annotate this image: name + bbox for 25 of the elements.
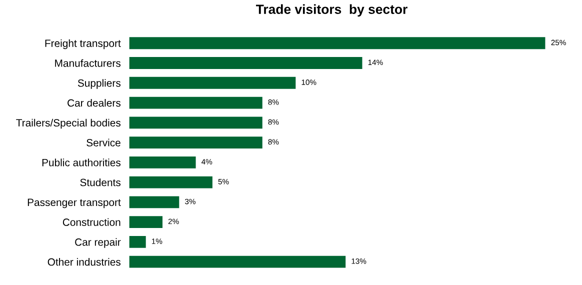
y-tick-label: Construction: [62, 218, 120, 226]
bar: [129, 57, 362, 69]
bar: [129, 37, 546, 50]
y-tick-label: Car repair: [75, 238, 121, 248]
bar: [129, 116, 262, 129]
y-tick-label: Students: [80, 178, 120, 186]
bar: [129, 196, 180, 208]
bar: [129, 236, 146, 248]
y-tick-label: Service: [86, 138, 120, 146]
bar: [129, 96, 262, 109]
y-tick-label: Trailers/Special bodies: [16, 118, 120, 129]
bar: [129, 176, 212, 188]
bar: [129, 256, 346, 268]
y-tick-label: Suppliers: [78, 79, 120, 89]
y-tick-label: Freight transport: [45, 39, 121, 50]
bar: [129, 156, 196, 168]
bar: [129, 216, 162, 228]
bar: [129, 136, 262, 148]
y-tick-label: Manufacturers: [55, 59, 120, 67]
y-tick-label: Passenger transport: [28, 198, 121, 208]
y-tick-label: Other industries: [48, 258, 120, 266]
bar: [129, 76, 296, 89]
chart-title: Trade visitors by sector: [256, 4, 408, 17]
y-tick-label: Public authorities: [42, 158, 120, 166]
y-tick-label: Car dealers: [68, 99, 120, 107]
